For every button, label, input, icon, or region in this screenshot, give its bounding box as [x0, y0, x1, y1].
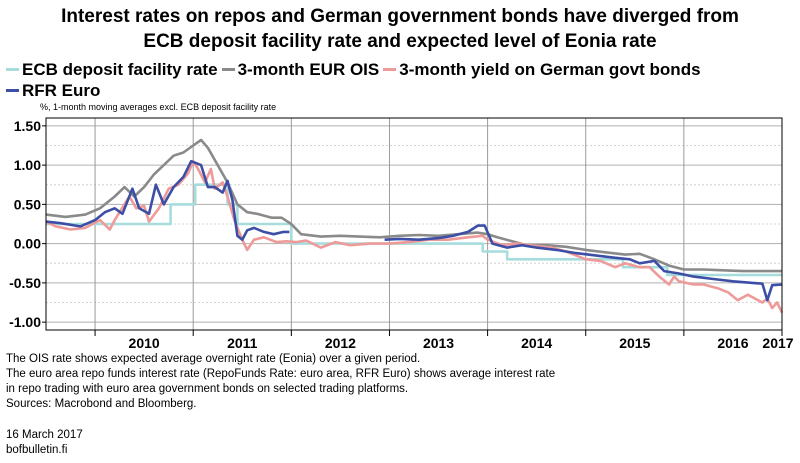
y-tick-label: -0.50 [9, 275, 41, 291]
y-tick-label: 1.50 [14, 118, 41, 134]
legend-item-3-month-eur-ois: 3-month EUR OIS [221, 59, 380, 80]
line-chart: 1.50 1.00 0.50 0.00 -0.50 -1.00 2010 2011 2012 20… [9, 117, 794, 351]
x-tick-label: 2017 [762, 335, 793, 351]
x-tick-label: 2014 [521, 335, 552, 351]
y-tick-label: -1.00 [9, 314, 41, 330]
legend-item-ecb-deposit-facility-rate: ECB deposit facility rate [6, 59, 218, 80]
legend-swatch [221, 68, 235, 72]
x-tick-label: 2012 [325, 335, 356, 351]
plot-frame [45, 117, 783, 331]
chart-title-line1: Interest rates on repos and German gover… [61, 6, 739, 27]
series-line-rfr-euro [45, 159, 290, 241]
y-tick-label: 1.00 [14, 157, 41, 173]
legend-item-3-month-yield-on-german-govt-bonds: 3-month yield on German govt bonds [383, 59, 701, 80]
legend-swatch [6, 89, 19, 93]
legend-label: 3-month yield on German govt bonds [399, 60, 701, 79]
legend: ECB deposit facility rate 3-month EUR OIS… [6, 59, 796, 101]
series-line-rfr-euro [384, 224, 783, 302]
legend-swatch [383, 68, 397, 72]
footnote-line2: The euro area repo funds interest rate (… [6, 368, 556, 380]
chart-subnote: %, 1-month moving averages excl. ECB dep… [40, 102, 277, 112]
footnote-line3: in repo trading with euro area governmen… [6, 383, 409, 395]
site-name: bofbulletin.fi [6, 444, 68, 456]
series-line-3-month-yield-on-german-govt-bonds [45, 159, 784, 314]
sources-line: Sources: Macrobond and Bloomberg. [6, 398, 197, 410]
chart-title-line2: ECB deposit facility rate and expected l… [143, 31, 657, 52]
series-line-ecb-deposit-facility-rate [46, 183, 782, 277]
legend-label: 3-month EUR OIS [237, 60, 380, 79]
series-line-3-month-eur-ois [45, 138, 782, 273]
y-tick-label: 0.50 [14, 196, 41, 212]
y-tick-label: 0.00 [14, 236, 41, 252]
x-tick-label: 2011 [227, 335, 258, 351]
x-tick-label: 2015 [619, 335, 650, 351]
x-tick-label: 2013 [423, 335, 454, 351]
legend-swatch [6, 68, 19, 72]
footnote-line1: The OIS rate shows expected average over… [6, 353, 421, 365]
x-tick-label: 2010 [129, 335, 160, 351]
publication-date: 16 March 2017 [6, 429, 83, 441]
legend-label: ECB deposit facility rate [22, 60, 218, 79]
x-tick-label: 2016 [717, 335, 748, 351]
legend-item-rfr-euro: RFR Euro [6, 80, 100, 101]
legend-label: RFR Euro [22, 81, 101, 100]
